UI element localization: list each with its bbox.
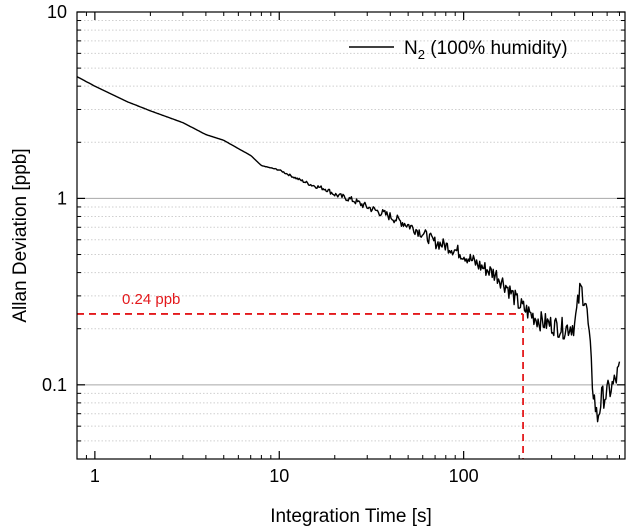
legend-label-subscript: 2 xyxy=(418,47,425,62)
axis-tick-labels: 1 10 100 0.1 1 10 xyxy=(42,2,479,486)
y-tick-label: 1 xyxy=(57,188,67,208)
legend: N2 (100% humidity) xyxy=(349,38,568,62)
x-tick-label: 100 xyxy=(449,466,479,486)
axis-ticks xyxy=(76,11,625,460)
x-tick-label: 10 xyxy=(269,466,289,486)
legend-label-main: N xyxy=(404,38,418,59)
reference-lines xyxy=(77,313,524,459)
x-tick-label: 1 xyxy=(90,466,100,486)
grid-lines xyxy=(77,20,625,460)
y-axis-label: Allan Deviation [ppb] xyxy=(10,148,31,322)
legend-label-rest: (100% humidity) xyxy=(425,38,568,59)
y-tick-label: 0.1 xyxy=(42,375,67,395)
legend-label: N2 (100% humidity) xyxy=(404,38,568,62)
x-axis-label: Integration Time [s] xyxy=(270,506,432,527)
series-line-n2 xyxy=(76,75,621,423)
plot-frame xyxy=(76,11,626,460)
y-tick-label: 10 xyxy=(47,2,67,22)
annotation-label: 0.24 ppb xyxy=(122,291,180,308)
